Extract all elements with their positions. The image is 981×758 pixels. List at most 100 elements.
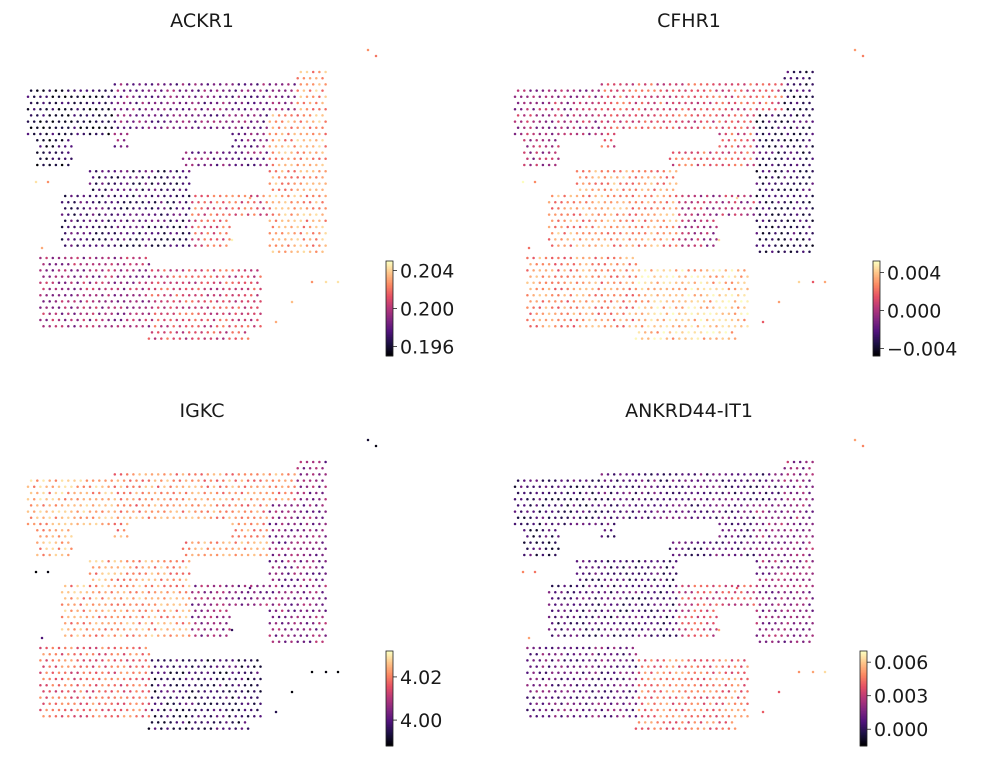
spot xyxy=(588,207,591,210)
spot xyxy=(684,225,687,229)
spot xyxy=(212,281,216,285)
spot xyxy=(578,238,582,241)
spot xyxy=(135,603,138,606)
spot xyxy=(324,120,327,123)
spot xyxy=(727,504,731,507)
spot xyxy=(160,275,163,278)
spot xyxy=(733,491,737,495)
colorbar-gradient xyxy=(386,261,393,263)
spot xyxy=(203,677,206,681)
spot xyxy=(181,497,185,501)
spot xyxy=(523,138,526,142)
spot xyxy=(554,200,557,204)
spot xyxy=(191,200,194,204)
spot xyxy=(181,194,185,198)
spot xyxy=(67,324,70,328)
spot xyxy=(181,609,185,613)
spot xyxy=(724,207,728,210)
spot xyxy=(262,547,265,551)
spot xyxy=(175,169,179,173)
spot xyxy=(594,95,597,99)
spot xyxy=(94,182,98,185)
colorbar-gradient xyxy=(386,720,393,723)
colorbar-gradient xyxy=(386,324,393,327)
spot xyxy=(767,169,771,173)
spot xyxy=(82,132,86,136)
spot xyxy=(687,293,690,297)
spot xyxy=(218,293,222,297)
spot xyxy=(771,516,774,520)
spot xyxy=(129,188,132,192)
spot xyxy=(101,132,104,136)
spot xyxy=(724,107,728,111)
spot xyxy=(206,671,210,675)
spot xyxy=(73,504,76,507)
spot xyxy=(287,95,290,99)
spot xyxy=(653,188,656,192)
spot xyxy=(42,126,45,130)
spot xyxy=(792,207,796,210)
spot xyxy=(63,244,67,247)
spot xyxy=(222,213,225,216)
spot xyxy=(724,157,728,161)
spot xyxy=(541,151,545,154)
spot xyxy=(721,479,724,482)
spot xyxy=(228,504,231,507)
spot xyxy=(206,721,210,724)
spot xyxy=(671,516,675,520)
colorbar-gradient xyxy=(873,264,880,267)
spot xyxy=(209,213,213,216)
spot xyxy=(94,107,98,111)
spot xyxy=(206,231,210,235)
spot xyxy=(529,126,532,130)
spot xyxy=(91,238,95,241)
spot xyxy=(718,107,721,111)
spot xyxy=(178,578,182,582)
spot xyxy=(547,213,551,216)
spot xyxy=(91,702,95,706)
spot xyxy=(194,721,197,724)
spot xyxy=(662,318,666,322)
spot xyxy=(215,238,219,241)
spot xyxy=(138,485,141,489)
spot xyxy=(305,634,309,637)
spot xyxy=(712,269,715,272)
spot xyxy=(798,182,802,185)
spot xyxy=(293,535,296,538)
spot xyxy=(178,603,182,606)
spot xyxy=(249,293,253,297)
spot xyxy=(107,95,110,99)
spot xyxy=(746,163,749,167)
spot xyxy=(628,176,631,179)
spot xyxy=(125,659,129,662)
spot xyxy=(144,194,148,198)
spot xyxy=(640,200,644,204)
spot xyxy=(544,157,548,161)
spot xyxy=(231,293,234,297)
spot xyxy=(296,76,299,80)
spot xyxy=(82,231,86,235)
spot xyxy=(550,256,554,260)
spot xyxy=(32,485,36,489)
spot xyxy=(696,312,700,316)
spot xyxy=(585,101,588,105)
spot xyxy=(702,275,706,278)
spot xyxy=(200,194,203,198)
colorbar-gradient xyxy=(386,306,393,309)
spot xyxy=(535,324,538,328)
spot xyxy=(156,269,160,272)
spot xyxy=(671,188,675,192)
spot xyxy=(194,510,197,513)
spot xyxy=(634,504,638,507)
spot xyxy=(175,609,179,613)
spot xyxy=(532,293,535,297)
spot xyxy=(634,200,638,204)
spot xyxy=(616,89,619,92)
spot xyxy=(76,510,79,513)
spot xyxy=(287,244,290,247)
spot xyxy=(519,120,523,123)
spot xyxy=(107,256,110,260)
spot xyxy=(612,231,616,235)
spot xyxy=(308,213,312,216)
spot xyxy=(284,516,287,520)
